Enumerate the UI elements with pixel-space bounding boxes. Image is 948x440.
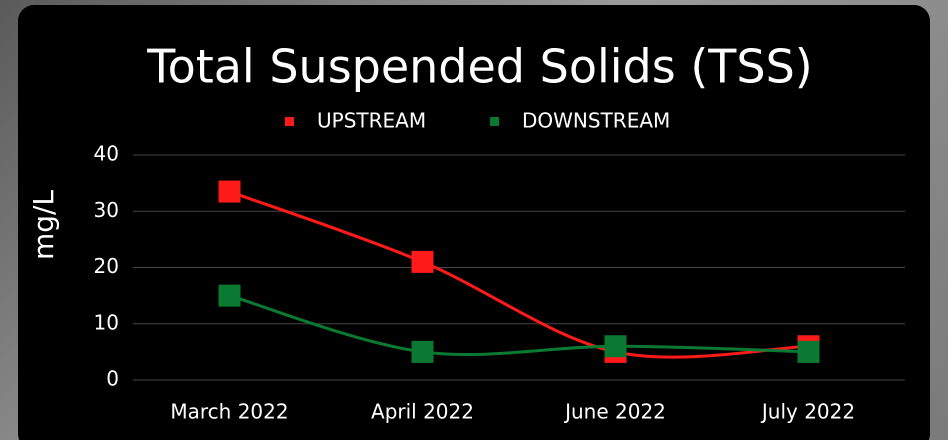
y-tick-label: 30 xyxy=(94,198,119,222)
y-tick-label: 10 xyxy=(94,310,119,334)
y-tick-label: 0 xyxy=(106,367,119,391)
data-point xyxy=(411,250,434,273)
legend-label: UPSTREAM xyxy=(317,109,426,133)
legend-swatch xyxy=(490,117,499,126)
data-point xyxy=(411,340,434,363)
series-line xyxy=(229,294,809,357)
data-point xyxy=(218,284,241,307)
data-point xyxy=(604,335,627,358)
y-axis-label: mg/L xyxy=(27,190,60,260)
y-tick-label: 40 xyxy=(94,142,119,166)
x-tick-label: July 2022 xyxy=(760,400,855,424)
series-line xyxy=(228,190,809,359)
x-tick-label: June 2022 xyxy=(563,400,666,424)
x-tick-label: March 2022 xyxy=(170,400,288,424)
chart-title: Total Suspended Solids (TSS) xyxy=(146,40,812,94)
data-point xyxy=(218,180,241,203)
chart-background xyxy=(18,5,930,440)
data-point xyxy=(797,340,820,363)
legend-label: DOWNSTREAM xyxy=(522,109,670,133)
y-tick-label: 20 xyxy=(94,254,119,278)
x-tick-label: April 2022 xyxy=(371,400,474,424)
legend-swatch xyxy=(285,117,294,126)
